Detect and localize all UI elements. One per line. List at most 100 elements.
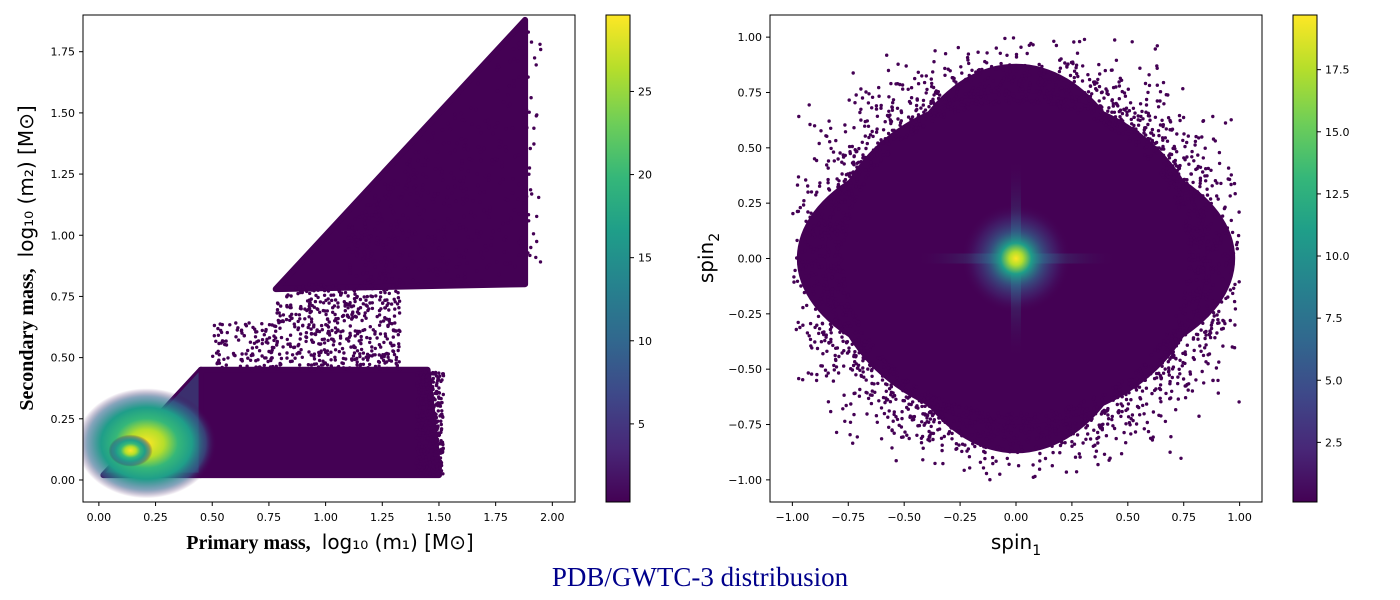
scatter-point [431,268,435,273]
scatter-point [463,138,468,142]
scatter-point [806,210,810,214]
spin-colorbar-tick: 17.5 [1317,64,1350,77]
scatter-point [859,87,863,91]
scatter-point [845,340,850,344]
scatter-point [421,375,425,380]
scatter-point [330,328,334,333]
scatter-point [378,332,383,336]
scatter-point [1058,66,1063,70]
scatter-point [1222,206,1227,211]
scatter-point [537,195,541,200]
scatter-point [808,337,813,342]
scatter-point [1176,375,1180,379]
scatter-point [390,277,394,281]
scatter-point [373,364,378,369]
scatter-point [842,284,847,288]
scatter-point [322,293,327,297]
scatter-point [900,410,904,414]
scatter-point [1195,293,1200,297]
scatter-point [797,114,801,119]
scatter-point [862,339,867,344]
scatter-point [521,46,525,50]
scatter-point [397,306,401,310]
scatter-point [1128,101,1133,105]
scatter-point [1083,414,1087,418]
scatter-point [432,396,436,400]
scatter-point [933,461,937,466]
scatter-point [833,240,837,244]
spin-y-axis-label: spin2 [694,233,723,283]
scatter-point [445,195,449,200]
scatter-point [382,340,386,345]
scatter-point [1049,409,1054,413]
mass-y-tick-label: 0.25 [51,413,76,426]
scatter-point [312,323,316,327]
scatter-point [1048,442,1052,446]
scatter-point [1117,388,1122,392]
scatter-point [363,311,367,315]
scatter-point [1023,63,1027,68]
scatter-point [1131,418,1135,423]
scatter-point [904,64,908,68]
scatter-point [1103,68,1108,73]
scatter-point [349,345,353,349]
scatter-point [475,172,479,176]
scatter-point [1102,120,1106,125]
scatter-point [1126,415,1131,419]
scatter-point [1144,402,1149,406]
scatter-point [447,259,451,263]
scatter-point [977,68,981,72]
scatter-point [268,365,273,369]
scatter-point [967,407,971,411]
scatter-point [1195,289,1199,293]
scatter-point [393,307,397,311]
scatter-point [1208,289,1213,293]
scatter-point [439,469,444,473]
scatter-point [382,269,386,273]
scatter-point [833,254,837,258]
scatter-point [1088,437,1093,441]
scatter-point [833,353,837,358]
scatter-point [1086,106,1090,111]
scatter-point [837,283,841,287]
scatter-point [1096,462,1100,467]
scatter-point [836,182,841,187]
scatter-point [1237,400,1241,404]
scatter-point [264,329,268,333]
scatter-point [1141,375,1145,380]
scatter-point [991,79,995,83]
scatter-point [1186,212,1191,216]
scatter-point [1059,100,1063,105]
scatter-point [358,352,362,356]
scatter-point [1156,105,1161,109]
scatter-point [1209,222,1213,226]
scatter-point [895,381,900,385]
scatter-point [499,140,503,144]
scatter-point [809,344,813,348]
scatter-point [1149,131,1153,135]
scatter-point [459,137,464,141]
scatter-point [1182,329,1187,333]
scatter-point [1188,319,1192,323]
scatter-point [363,209,368,214]
scatter-point [1064,422,1068,426]
scatter-point [488,205,492,210]
scatter-point [1038,451,1042,456]
scatter-point [828,322,833,326]
scatter-point [397,219,401,224]
scatter-point [852,162,856,166]
scatter-point [476,183,480,188]
scatter-point [275,308,280,312]
scatter-point [832,308,837,312]
scatter-point [914,130,918,134]
scatter-point [296,319,300,324]
scatter-point [1197,305,1201,309]
scatter-point [838,151,842,155]
scatter-point [910,115,915,119]
scatter-point [1197,265,1201,269]
scatter-point [1233,282,1237,287]
spin-x-axis-label: spin1 [991,530,1041,559]
scatter-point [1175,168,1180,172]
scatter-point [896,133,901,138]
scatter-point [532,142,536,146]
